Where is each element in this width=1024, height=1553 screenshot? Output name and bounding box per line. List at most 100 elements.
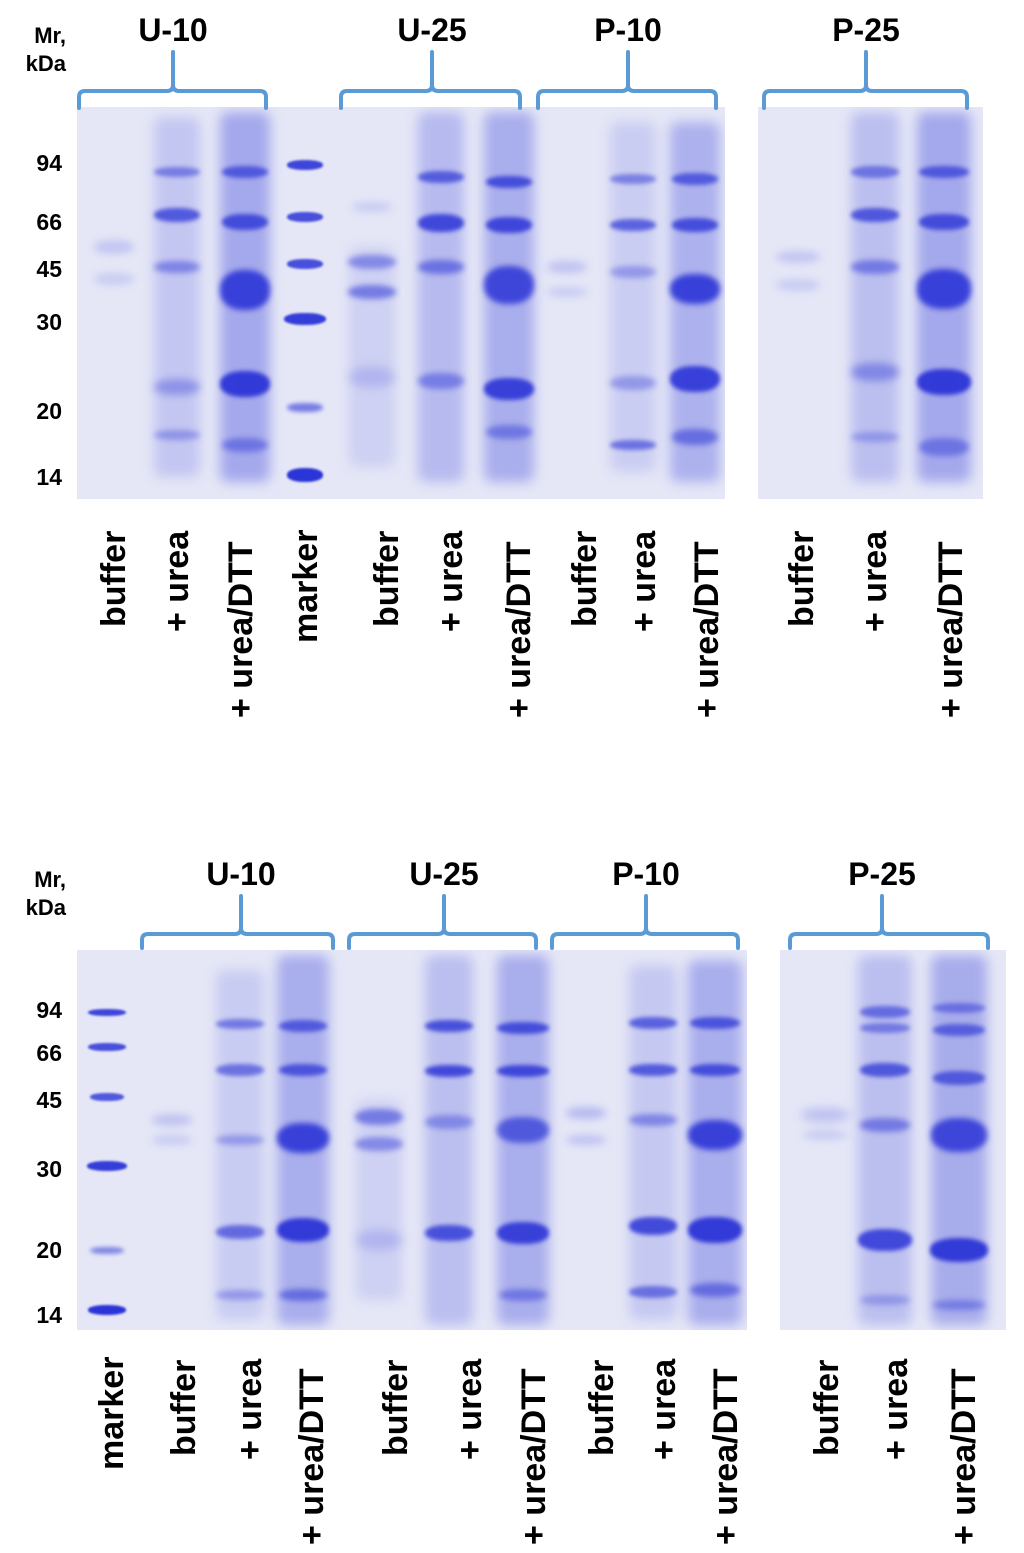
gel-band: [672, 218, 718, 232]
gel-band: [672, 429, 718, 445]
gel-band: [152, 1114, 192, 1126]
gel-band: [933, 1024, 985, 1036]
gel-band: [152, 1135, 192, 1145]
gel-band: [418, 214, 464, 232]
gel-band: [90, 1093, 124, 1101]
gel-band: [858, 1229, 912, 1251]
gel-band: [917, 369, 971, 395]
lane-smear: [349, 247, 395, 467]
gel-band: [610, 174, 656, 184]
bracket-top-u25: [339, 50, 522, 110]
tick-label-94: 94: [36, 150, 62, 176]
gel-band: [352, 202, 392, 212]
gel-band: [356, 1230, 402, 1250]
gel-band: [88, 1043, 126, 1051]
gel-band: [348, 255, 396, 269]
gel-band: [486, 176, 532, 188]
gel-band: [629, 1114, 677, 1126]
gel-band: [610, 440, 656, 450]
gel-band: [88, 1008, 126, 1016]
gel-band: [803, 1130, 847, 1140]
gel-band: [688, 1217, 742, 1243]
gel-band: [486, 425, 532, 439]
bracket-bottom-u25: [347, 894, 538, 950]
gel-band: [919, 214, 969, 230]
gel-band: [860, 1295, 910, 1305]
lane-smear: [154, 117, 200, 477]
mr-label-line1: Mr,: [34, 23, 66, 48]
gel-band: [851, 166, 899, 178]
bracket-bottom-p10: [550, 894, 740, 950]
gel-band: [933, 1300, 985, 1310]
gel-bottom-p25: [780, 950, 1006, 1330]
bracket-top-p10: [536, 50, 718, 110]
gel-band: [88, 1305, 126, 1315]
tick-label-94: 94: [36, 997, 62, 1023]
gel-band: [860, 1063, 910, 1077]
gel-band: [287, 259, 323, 269]
gel-band: [287, 468, 323, 482]
gel-band: [425, 1225, 473, 1241]
gel-band: [418, 260, 464, 274]
gel-band: [610, 266, 656, 278]
gel-band: [931, 1118, 987, 1152]
gel-band: [672, 173, 718, 185]
tick-label-66: 66: [36, 1040, 62, 1066]
gel-band: [566, 1107, 606, 1119]
tick-label-45: 45: [36, 1087, 62, 1113]
gel-band: [629, 1217, 677, 1235]
gel-band: [688, 1120, 742, 1150]
tick-label-20: 20: [36, 1237, 62, 1263]
gel-band: [690, 1283, 740, 1297]
gel-band: [222, 214, 268, 230]
bracket-bottom-u10: [140, 894, 335, 950]
gel-top-main: [77, 107, 725, 499]
gel-band: [860, 1023, 910, 1033]
gel-band: [690, 1017, 740, 1029]
gel-band: [425, 1115, 473, 1129]
mr-label-line2: kDa: [25, 51, 66, 76]
gel-band: [154, 208, 200, 222]
tick-label-30: 30: [36, 1156, 62, 1182]
gel-band: [216, 1135, 264, 1145]
gel-band: [418, 171, 464, 183]
gel-band: [220, 371, 270, 397]
gel-band: [222, 438, 268, 452]
gel-band: [94, 240, 134, 254]
gel-band: [499, 1289, 547, 1301]
bracket-bottom-p25: [788, 894, 990, 950]
gel-band: [690, 1064, 740, 1076]
gel-band: [851, 260, 899, 274]
gel-band: [851, 363, 899, 381]
gel-band: [418, 373, 464, 389]
gel-band: [933, 1003, 985, 1013]
mr-axis-title: Mr, kDa: [2, 866, 66, 922]
gel-band: [484, 378, 534, 400]
gel-band: [919, 166, 969, 178]
group-label-p25: P-25: [832, 12, 900, 48]
gel-band: [277, 1218, 329, 1242]
gel-band: [279, 1064, 327, 1076]
gel-band: [216, 1064, 264, 1076]
gel-band: [277, 1123, 329, 1153]
gel-band: [776, 279, 820, 291]
tick-label-30: 30: [36, 309, 62, 335]
tick-label-20: 20: [36, 398, 62, 424]
gel-band: [917, 269, 971, 309]
group-label-u25: U-25: [397, 12, 467, 48]
mr-axis-title: Mr, kDa: [2, 22, 66, 78]
group-label-u10: U-10: [206, 856, 276, 892]
gel-band: [851, 432, 899, 442]
gel-band: [287, 212, 323, 222]
gel-band: [154, 430, 200, 440]
tick-label-14: 14: [36, 464, 62, 490]
group-label-u25: U-25: [409, 856, 479, 892]
gel-band: [860, 1118, 910, 1132]
gel-band: [486, 217, 532, 233]
tick-label-14: 14: [36, 1302, 62, 1328]
gel-band: [279, 1289, 327, 1301]
gel-band: [154, 167, 200, 177]
gel-band: [484, 266, 534, 304]
